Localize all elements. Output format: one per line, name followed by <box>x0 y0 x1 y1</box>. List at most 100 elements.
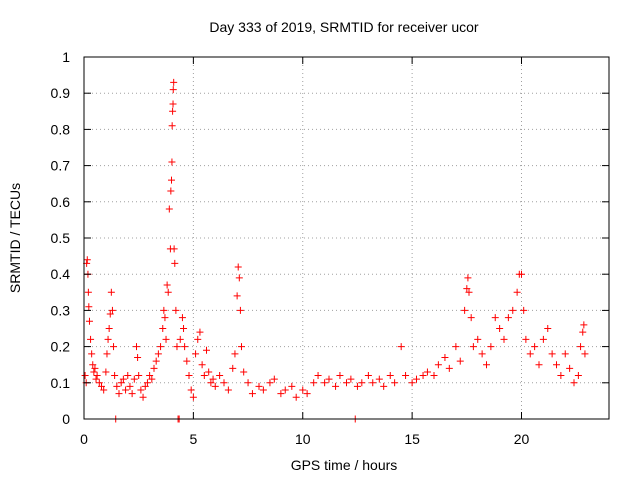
data-point <box>574 372 582 380</box>
data-point <box>513 288 521 296</box>
data-point <box>98 382 105 390</box>
data-point <box>173 343 181 351</box>
data-point <box>200 372 208 380</box>
y-tick-label: 0 <box>62 411 70 427</box>
plot-frame <box>83 56 610 420</box>
data-point <box>187 386 195 394</box>
data-point <box>496 325 504 332</box>
y-axis-title: SRMTID / TECUs <box>7 183 23 293</box>
data-point <box>557 372 565 380</box>
data-point <box>102 368 110 376</box>
x-axis-title: GPS time / hours <box>291 457 398 473</box>
y-tick-label: 0.9 <box>51 85 71 101</box>
data-point <box>580 321 588 329</box>
x-tick-label: 15 <box>404 431 420 447</box>
data-point <box>167 187 175 195</box>
y-tick-label: 0.3 <box>51 302 71 318</box>
data-point <box>229 364 237 372</box>
x-tick-label: 5 <box>189 431 197 447</box>
data-point <box>87 335 95 343</box>
data-point <box>95 379 103 387</box>
data-point <box>518 270 525 278</box>
data-point <box>103 350 111 358</box>
data-point <box>216 372 224 380</box>
data-point <box>135 372 143 380</box>
data-point <box>240 368 248 376</box>
data-point <box>100 386 108 394</box>
data-point <box>224 386 232 394</box>
data-point <box>314 372 322 380</box>
data-point <box>105 325 113 332</box>
data-point <box>566 364 574 372</box>
data-point <box>143 379 151 387</box>
data-point <box>235 274 243 282</box>
data-point <box>88 350 96 358</box>
data-point <box>122 386 130 394</box>
data-point <box>128 390 136 398</box>
data-point <box>288 382 296 390</box>
data-point <box>165 205 173 213</box>
data-point <box>375 375 383 383</box>
data-point <box>347 375 355 383</box>
data-point <box>248 390 256 398</box>
data-point <box>139 393 147 401</box>
data-point <box>176 335 184 343</box>
y-tick-label: 0.8 <box>51 121 71 137</box>
data-point <box>183 357 191 365</box>
data-point <box>579 328 587 336</box>
data-point <box>93 372 101 380</box>
data-point <box>535 361 543 369</box>
data-point <box>430 372 438 380</box>
data-point <box>467 314 475 322</box>
data-point <box>544 325 552 332</box>
data-point <box>321 379 329 387</box>
data-point <box>168 176 175 184</box>
y-tick-label: 0.1 <box>51 375 71 391</box>
data-point <box>310 379 318 387</box>
data-point <box>137 386 145 394</box>
data-point <box>380 382 388 390</box>
data-point <box>441 353 449 361</box>
data-point <box>391 379 399 387</box>
data-point <box>548 350 556 358</box>
x-tick-label: 20 <box>514 431 530 447</box>
data-point <box>89 361 97 369</box>
data-point <box>520 306 528 314</box>
data-point <box>209 375 217 383</box>
data-point <box>205 368 213 376</box>
data-point <box>91 364 99 372</box>
data-point <box>170 245 178 253</box>
data-point <box>577 343 585 351</box>
data-point <box>150 364 158 372</box>
data-point <box>146 372 154 380</box>
data-point <box>207 379 215 387</box>
data-point <box>220 379 228 387</box>
data-point <box>161 314 169 322</box>
data-point <box>168 122 176 130</box>
data-point <box>504 314 512 322</box>
data-point <box>169 100 177 108</box>
data-point <box>292 393 300 401</box>
data-point <box>281 386 289 394</box>
x-tick-label: 10 <box>295 431 311 447</box>
y-tick-label: 1 <box>62 49 70 65</box>
data-point <box>478 350 486 358</box>
data-point <box>299 386 307 394</box>
grid-lines <box>84 57 609 419</box>
data-point <box>434 361 442 369</box>
data-point <box>531 343 539 351</box>
data-point <box>408 379 416 387</box>
data-point <box>108 306 116 314</box>
data-point <box>141 382 149 390</box>
data-point <box>353 382 361 390</box>
axis-ticks: 00.10.20.30.40.50.60.70.80.910 5 10 15 20 <box>51 49 609 447</box>
data-point <box>163 281 171 289</box>
data-point <box>189 393 197 401</box>
data-point <box>234 263 242 271</box>
data-point <box>419 372 427 380</box>
y-tick-label: 0.4 <box>51 266 71 282</box>
data-point <box>83 256 91 264</box>
x-tick-label: 0 <box>80 431 88 447</box>
data-point <box>126 382 134 390</box>
data-points <box>81 78 589 423</box>
